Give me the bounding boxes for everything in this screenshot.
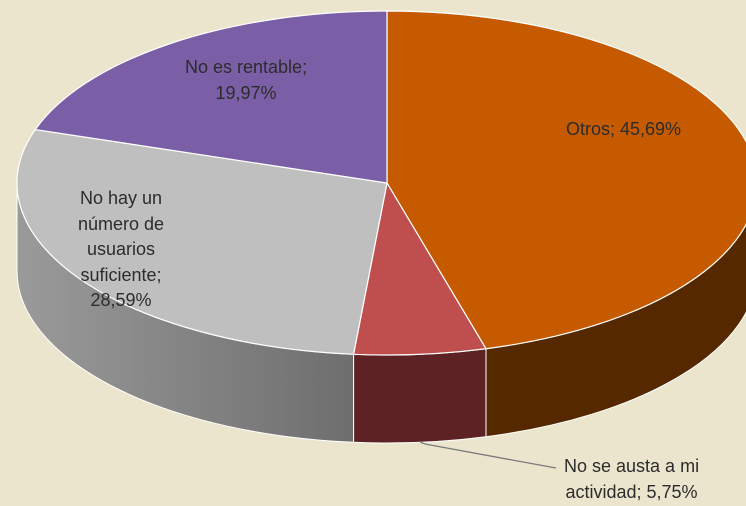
label-no-hay-line-4: suficiente; bbox=[80, 264, 162, 285]
data-label-otros: Otros; 45,69% bbox=[566, 117, 681, 143]
pie-slice-no-se-austa-a-mi-actividad bbox=[352, 181, 487, 356]
data-label-no-se-ajusta: No se austa a mi actividad; 5,75% bbox=[564, 454, 699, 505]
label-no-es-rentable-line-2: 19,97% bbox=[215, 82, 277, 103]
leader-line-no-se-ajusta bbox=[420, 441, 557, 469]
pie-slice-otros bbox=[386, 10, 746, 350]
label-otros-text: Otros; 45,69% bbox=[566, 119, 682, 139]
pie-slice-no-es-rentable bbox=[34, 10, 388, 184]
label-no-hay-line-5: 28,59% bbox=[90, 290, 152, 311]
label-no-es-rentable-line-1: No es rentable; bbox=[185, 57, 308, 77]
label-no-hay-line-2: número de bbox=[78, 213, 165, 234]
label-no-se-line-2: actividad; 5,75% bbox=[565, 481, 698, 502]
label-no-hay-line-3: usuarios bbox=[87, 239, 156, 260]
data-label-no-hay-usuarios: No hay un número de usuarios suficiente;… bbox=[78, 186, 164, 314]
label-no-hay-line-1: No hay un bbox=[80, 188, 163, 208]
pie-side-1 bbox=[353, 348, 487, 444]
label-no-se-line-1: No se austa a mi bbox=[564, 456, 700, 476]
data-label-no-es-rentable: No es rentable; 19,97% bbox=[185, 55, 307, 106]
pie-slice-no-hay-un-n-mero-de-usuarios-suficiente bbox=[16, 128, 388, 355]
